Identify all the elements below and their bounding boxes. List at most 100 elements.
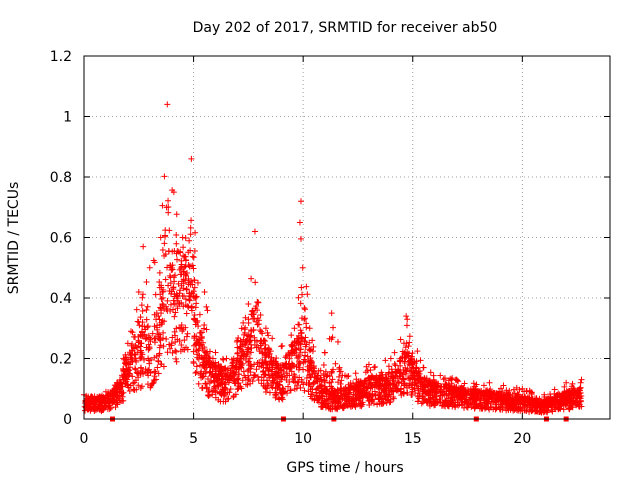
data-point <box>195 323 202 330</box>
data-point <box>156 269 163 276</box>
data-point <box>302 306 309 313</box>
data-point <box>242 381 249 388</box>
data-point <box>222 381 229 388</box>
data-point <box>493 405 500 412</box>
data-point <box>171 278 178 285</box>
data-point <box>364 394 371 401</box>
data-point <box>242 338 249 345</box>
data-point <box>191 342 198 349</box>
data-point <box>171 328 178 335</box>
data-point <box>162 251 169 258</box>
y-tick-label: 0.2 <box>50 352 72 368</box>
data-point <box>209 391 216 398</box>
data-point <box>336 364 343 371</box>
data-point <box>432 401 439 408</box>
data-point <box>301 387 308 394</box>
data-point <box>388 391 395 398</box>
data-point <box>124 381 131 388</box>
data-point <box>547 391 554 398</box>
data-point <box>386 399 393 406</box>
data-point <box>122 351 129 358</box>
data-point <box>258 340 265 347</box>
data-point <box>327 391 334 398</box>
data-point <box>211 377 218 384</box>
data-point <box>207 368 214 375</box>
data-point <box>460 384 467 391</box>
x-axis-label: GPS time / hours <box>286 460 403 476</box>
data-point <box>165 247 172 254</box>
data-point <box>578 393 585 400</box>
data-point <box>296 364 303 371</box>
data-point <box>272 360 279 367</box>
data-point <box>199 355 206 362</box>
data-point <box>320 362 327 369</box>
data-point <box>160 343 167 350</box>
data-point <box>225 395 232 402</box>
data-point <box>285 383 292 390</box>
data-point <box>248 275 255 282</box>
data-point <box>127 364 134 371</box>
data-point <box>185 249 192 256</box>
data-point <box>432 379 439 386</box>
data-point <box>392 383 399 390</box>
data-point <box>195 340 202 347</box>
data-point <box>257 312 264 319</box>
data-point <box>211 363 218 370</box>
data-point <box>418 400 425 407</box>
data-point <box>246 355 253 362</box>
data-point <box>328 383 335 390</box>
data-point <box>204 392 211 399</box>
data-point <box>340 402 347 409</box>
data-point-peak <box>519 385 526 392</box>
data-point <box>145 323 152 330</box>
data-point <box>170 297 177 304</box>
data-point <box>370 400 377 407</box>
data-point <box>419 388 426 395</box>
data-point <box>492 406 499 413</box>
data-point <box>336 373 343 380</box>
data-point <box>318 388 325 395</box>
data-point <box>164 349 171 356</box>
data-point <box>270 379 277 386</box>
data-point <box>397 336 404 343</box>
data-point <box>500 382 507 389</box>
data-point <box>164 264 171 271</box>
data-point <box>508 396 515 403</box>
data-point <box>448 380 455 387</box>
data-point <box>178 261 185 268</box>
y-tick-label: 0.6 <box>50 231 72 247</box>
data-point <box>151 259 158 266</box>
data-point <box>142 366 149 373</box>
data-point <box>177 287 184 294</box>
data-point <box>261 351 268 358</box>
data-point <box>293 335 300 342</box>
data-point <box>413 358 420 365</box>
data-point <box>234 386 241 393</box>
data-point <box>386 369 393 376</box>
data-point <box>337 368 344 375</box>
data-point-peak <box>251 228 258 235</box>
data-point <box>149 330 156 337</box>
data-point <box>421 375 428 382</box>
data-point <box>172 347 179 354</box>
data-point <box>428 381 435 388</box>
data-point <box>321 377 328 384</box>
data-point <box>152 339 159 346</box>
data-point <box>493 393 500 400</box>
data-point <box>461 380 468 387</box>
data-point-peak <box>278 343 285 350</box>
data-point <box>301 305 308 312</box>
data-point <box>178 321 185 328</box>
data-point <box>421 382 428 389</box>
data-point <box>294 378 301 385</box>
data-point <box>417 357 424 364</box>
data-point <box>339 372 346 379</box>
data-point <box>238 325 245 332</box>
data-point <box>414 377 421 384</box>
data-point <box>148 382 155 389</box>
data-point <box>576 403 583 410</box>
data-point <box>385 363 392 370</box>
data-point <box>176 266 183 273</box>
data-point <box>234 344 241 351</box>
data-point <box>320 400 327 407</box>
